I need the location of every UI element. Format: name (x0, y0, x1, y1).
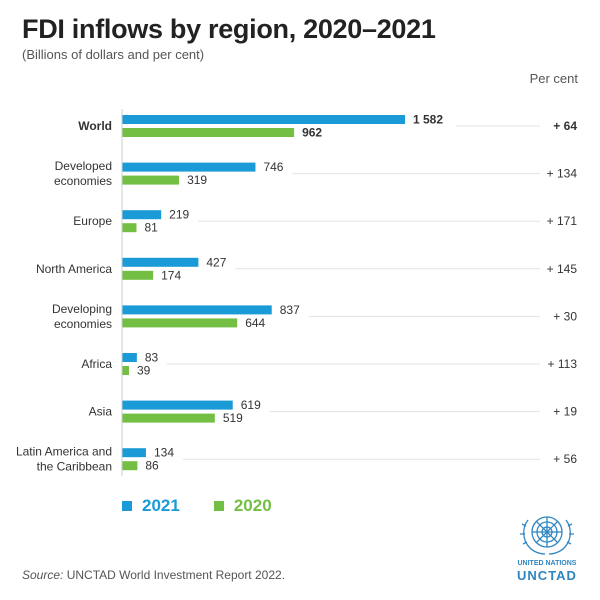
value-label-2021: 837 (280, 303, 300, 317)
legend-label-2021: 2021 (142, 496, 180, 515)
percent-change-label: + 171 (547, 214, 578, 228)
percent-change-label: + 30 (553, 309, 577, 323)
bar-2020 (122, 128, 295, 137)
percent-change-label: + 19 (553, 405, 577, 419)
category-label: World (78, 119, 112, 133)
bar-2020 (122, 270, 154, 280)
percent-change-label: + 56 (553, 452, 577, 466)
legend: 2021 2020 (122, 496, 272, 516)
logo-text-united-nations: UNITED NATIONS (517, 560, 577, 567)
legend-item-2021: 2021 (122, 496, 180, 516)
category-label: economies (54, 174, 112, 188)
logo-text-unctad: UNCTAD (517, 568, 577, 583)
bar-2021 (122, 400, 233, 410)
bar-2021 (122, 115, 405, 124)
bar-2021 (122, 353, 137, 362)
value-label-2021: 219 (169, 208, 189, 222)
category-label: Latin America and (16, 445, 112, 459)
value-label-2020: 39 (137, 364, 151, 378)
bar-2021 (122, 162, 256, 172)
category-label: Asia (89, 405, 113, 419)
value-label-2021: 1 582 (413, 113, 443, 127)
bar-2021 (122, 305, 272, 315)
bar-2021 (122, 257, 199, 267)
bar-2020 (122, 223, 137, 233)
legend-label-2020: 2020 (233, 496, 272, 515)
category-label: economies (54, 317, 112, 331)
legend-swatch-2020 (213, 501, 224, 511)
chart-subtitle: (Billions of dollars and per cent) (22, 47, 205, 62)
value-label-2020: 86 (145, 459, 159, 473)
source-note: Source: UNCTAD World Investment Report 2… (22, 568, 285, 582)
value-label-2020: 319 (187, 173, 207, 187)
value-label-2020: 962 (302, 126, 322, 140)
legend-item-2020: 2020 (213, 496, 272, 516)
value-label-2021: 619 (241, 398, 261, 412)
percent-change-label: + 64 (553, 119, 577, 133)
value-label-2021: 83 (145, 351, 159, 365)
category-label: North America (36, 262, 112, 276)
category-label: the Caribbean (37, 460, 112, 474)
bar-2020 (122, 175, 180, 185)
chart-title: FDI inflows by region, 2020–2021 (22, 14, 436, 44)
value-label-2021: 427 (206, 255, 226, 269)
bar-2020 (122, 366, 129, 375)
bar-2021 (122, 210, 162, 220)
bar-2020 (122, 413, 215, 423)
value-label-2020: 519 (223, 411, 243, 425)
un-emblem-icon (520, 516, 574, 555)
percent-change-label: + 134 (547, 167, 578, 181)
source-text: UNCTAD World Investment Report 2022. (66, 568, 286, 582)
percent-column-header: Per cent (529, 71, 578, 86)
value-label-2020: 81 (144, 221, 158, 235)
bar-2020 (122, 461, 138, 471)
value-label-2020: 644 (245, 316, 265, 330)
bar-2020 (122, 318, 238, 328)
bar-2021 (122, 448, 146, 458)
legend-swatch-2021 (122, 501, 132, 511)
percent-change-label: + 113 (548, 357, 578, 371)
value-label-2021: 134 (154, 446, 174, 460)
category-label: Europe (73, 214, 112, 228)
value-label-2021: 746 (263, 160, 283, 174)
value-label-2020: 174 (161, 268, 181, 282)
source-prefix: Source: (22, 568, 64, 582)
percent-change-label: + 145 (547, 262, 578, 276)
category-label: Developing (52, 302, 112, 316)
category-label: Africa (81, 357, 112, 371)
category-label: Developed (55, 159, 112, 173)
